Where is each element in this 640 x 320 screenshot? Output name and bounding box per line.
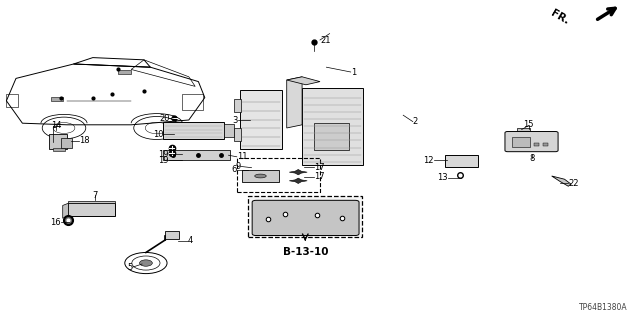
- Text: 19: 19: [159, 156, 169, 164]
- Polygon shape: [552, 176, 571, 186]
- Polygon shape: [289, 170, 307, 175]
- Bar: [543, 143, 548, 146]
- Text: 10: 10: [153, 130, 163, 139]
- Text: 4: 4: [188, 236, 193, 245]
- Text: 5: 5: [127, 263, 132, 272]
- Bar: [517, 128, 530, 131]
- Bar: [242, 170, 279, 182]
- Bar: [224, 124, 234, 137]
- Text: 16: 16: [50, 218, 61, 227]
- Bar: [512, 137, 530, 147]
- Bar: [302, 88, 363, 165]
- Text: TP64B1380A: TP64B1380A: [579, 303, 627, 312]
- Text: 22: 22: [568, 179, 579, 188]
- Bar: [234, 99, 241, 112]
- Text: 6: 6: [232, 165, 237, 174]
- Text: 13: 13: [437, 173, 448, 182]
- Bar: [534, 143, 539, 146]
- FancyBboxPatch shape: [505, 132, 558, 152]
- Polygon shape: [68, 201, 115, 203]
- FancyBboxPatch shape: [252, 200, 359, 236]
- Bar: [445, 155, 478, 167]
- Bar: [6, 94, 18, 107]
- Bar: [51, 97, 63, 101]
- Polygon shape: [163, 150, 230, 160]
- Text: 11: 11: [237, 152, 247, 161]
- Text: 2: 2: [413, 117, 418, 126]
- Polygon shape: [289, 178, 307, 183]
- Bar: [314, 123, 349, 150]
- Text: 1: 1: [351, 68, 356, 76]
- Bar: [118, 70, 131, 74]
- Text: 3: 3: [233, 116, 238, 124]
- Bar: [49, 134, 67, 149]
- Text: 12: 12: [424, 156, 434, 165]
- Text: 21: 21: [320, 36, 330, 44]
- Text: 7: 7: [92, 191, 97, 200]
- Text: FR.: FR.: [549, 8, 571, 27]
- Text: 17: 17: [314, 163, 324, 172]
- Text: 8: 8: [530, 154, 535, 163]
- Bar: [68, 203, 115, 216]
- Bar: [240, 90, 282, 149]
- Ellipse shape: [255, 174, 266, 178]
- Bar: [237, 158, 320, 192]
- Text: 19: 19: [159, 150, 169, 159]
- Bar: [234, 128, 241, 141]
- Bar: [182, 94, 203, 110]
- Text: 14: 14: [51, 121, 61, 130]
- Text: B-13-10: B-13-10: [282, 247, 328, 257]
- Bar: [248, 196, 362, 237]
- Text: 17: 17: [314, 172, 324, 181]
- Bar: [61, 138, 72, 148]
- Polygon shape: [63, 203, 68, 218]
- Polygon shape: [287, 77, 302, 128]
- Text: 9: 9: [236, 162, 241, 171]
- Bar: [53, 148, 65, 151]
- Text: 15: 15: [524, 120, 534, 129]
- Polygon shape: [287, 77, 320, 85]
- Bar: [165, 231, 179, 239]
- Bar: [163, 122, 224, 139]
- Circle shape: [140, 260, 152, 266]
- Text: 20: 20: [159, 114, 170, 123]
- Text: 18: 18: [79, 136, 90, 145]
